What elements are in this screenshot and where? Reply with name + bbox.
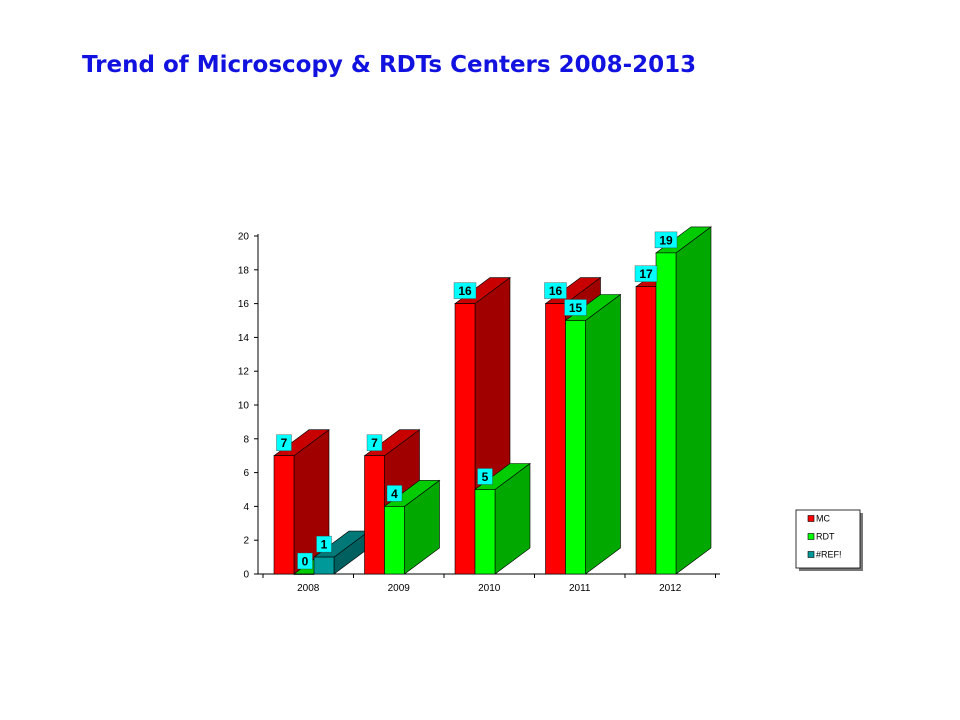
- legend-swatch: [807, 533, 815, 540]
- data-label-text: 16: [549, 284, 563, 298]
- data-label-text: 7: [281, 436, 288, 450]
- bar-front-face: [364, 455, 385, 575]
- data-label-box: [366, 434, 383, 451]
- data-label-text: 0: [302, 555, 309, 569]
- bar-rdt-2011: [564, 293, 622, 575]
- bar-side-face: [675, 226, 712, 575]
- data-label: 16: [453, 282, 477, 299]
- y-tick-label: 12: [238, 367, 250, 378]
- data-label: 19: [654, 231, 678, 249]
- data-label-box: [564, 299, 587, 316]
- y-tick-label: 10: [238, 401, 250, 412]
- bar-front-face: [273, 455, 295, 575]
- y-tick-label: 20: [238, 232, 250, 243]
- data-label: 15: [564, 299, 587, 316]
- data-label-text: 17: [639, 267, 653, 281]
- data-label-box: [297, 552, 313, 570]
- bar-front-face: [474, 489, 496, 575]
- legend-entry-mc: MC: [807, 514, 830, 524]
- data-label: 1: [316, 535, 332, 553]
- legend-swatch: [807, 551, 815, 558]
- data-label: 7: [366, 434, 383, 451]
- bar-rdt-2012: [655, 226, 712, 575]
- y-tick-label: 2: [243, 536, 249, 547]
- x-tick-label: 2011: [569, 583, 591, 594]
- legend-entry-ref: #REF!: [807, 550, 842, 560]
- bar-front-face: [293, 573, 315, 575]
- data-label: 16: [544, 282, 567, 299]
- y-tick-label: 8: [243, 434, 249, 445]
- legend-swatch: [807, 515, 815, 522]
- data-label-box: [276, 434, 292, 451]
- bar-rdt-2009: [383, 479, 441, 575]
- data-label: 4: [386, 485, 403, 502]
- legend-label: MC: [816, 514, 830, 524]
- legend-box: [795, 509, 861, 569]
- bar-ref-2008: [313, 530, 370, 575]
- data-label-text: 5: [482, 470, 489, 484]
- bar-front-face: [565, 320, 586, 575]
- data-label-text: 7: [371, 436, 378, 450]
- bar-front-face: [655, 252, 677, 575]
- x-tick-label: 2012: [659, 583, 682, 594]
- data-label-box: [654, 231, 678, 249]
- legend-entry-rdt: RDT: [807, 532, 835, 542]
- y-tick-label: 14: [238, 333, 250, 344]
- x-tick-label: 2008: [297, 583, 320, 594]
- bar-front-face: [454, 303, 476, 575]
- data-label-text: 19: [659, 233, 673, 247]
- data-label-text: 1: [321, 538, 328, 552]
- data-label: 0: [297, 552, 313, 570]
- bar-front-face: [384, 506, 405, 575]
- data-label: 17: [634, 265, 658, 282]
- y-tick-label: 16: [238, 299, 250, 310]
- x-tick-label: 2010: [478, 583, 501, 594]
- y-tick-label: 0: [243, 570, 249, 581]
- legend-label: RDT: [816, 532, 835, 542]
- y-tick-label: 6: [243, 468, 249, 479]
- page-title: Trend of Microscopy & RDTs Centers 2008-…: [82, 52, 697, 78]
- chart-legend: MC RDT #REF!: [795, 509, 863, 571]
- data-label-box: [453, 282, 477, 299]
- bar-side-face: [585, 293, 621, 575]
- data-label-text: 15: [569, 301, 583, 315]
- bar-front-face: [545, 303, 566, 575]
- y-tick-label: 18: [238, 265, 250, 276]
- bar-front-face: [635, 286, 657, 575]
- data-label-box: [634, 265, 658, 282]
- bar-front-face: [313, 556, 335, 575]
- data-label-text: 4: [391, 487, 398, 501]
- data-label-text: 16: [458, 284, 472, 298]
- data-label-box: [316, 535, 332, 553]
- data-label-box: [386, 485, 403, 502]
- data-label: 5: [477, 468, 493, 485]
- data-label-box: [477, 468, 493, 485]
- data-label-box: [544, 282, 567, 299]
- data-label: 7: [276, 434, 292, 451]
- x-tick-label: 2009: [388, 583, 411, 594]
- y-tick-label: 4: [243, 502, 249, 513]
- legend-label: #REF!: [816, 550, 842, 560]
